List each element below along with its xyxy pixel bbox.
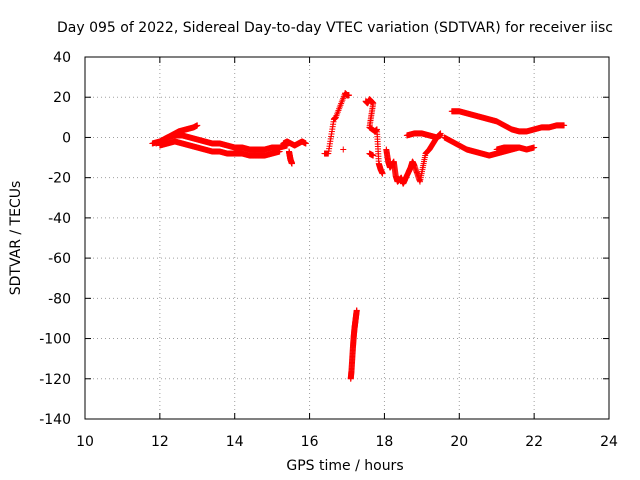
data-point: [437, 130, 444, 137]
data-point: [345, 92, 352, 99]
x-tick-label: 24: [600, 434, 618, 450]
y-tick-label: 0: [62, 130, 71, 146]
x-axis-title: GPS time / hours: [286, 458, 403, 474]
x-tick-label: 14: [226, 434, 244, 450]
y-tick-label: -60: [48, 251, 71, 267]
x-tick-labels: 10 12 14 16 18 20 22 24: [76, 434, 618, 450]
x-tick-label: 16: [301, 434, 319, 450]
plot-frame: [84, 56, 610, 420]
grid-lines: [85, 57, 609, 419]
x-tick-label: 10: [76, 434, 94, 450]
y-tick-label: -140: [39, 412, 71, 428]
data-points: [149, 90, 568, 382]
chart-title: Day 095 of 2022, Sidereal Day-to-day VTE…: [57, 20, 613, 36]
y-tick-label: -100: [39, 332, 71, 348]
data-point: [302, 140, 309, 147]
data-point: [340, 146, 347, 153]
data-point: [276, 148, 283, 155]
y-tick-label: -20: [48, 171, 71, 187]
x-tick-label: 22: [525, 434, 543, 450]
y-tick-label: 40: [53, 50, 71, 66]
x-tick-label: 20: [450, 434, 468, 450]
data-point: [288, 160, 295, 167]
y-tick-label: -120: [39, 372, 71, 388]
y-axis-title: SDTVAR / TECUs: [8, 181, 24, 296]
data-point: [353, 307, 360, 314]
y-tick-label: -40: [48, 211, 71, 227]
data-point: [370, 152, 377, 159]
x-tick-label: 18: [376, 434, 394, 450]
data-point: [194, 122, 201, 129]
data-point: [561, 122, 568, 129]
data-point: [379, 170, 386, 177]
x-tick-label: 12: [151, 434, 169, 450]
y-tick-label: -80: [48, 291, 71, 307]
data-point: [531, 144, 538, 151]
axis-ticks: [84, 56, 610, 420]
y-tick-labels: -140 -120 -100 -80 -60 -40 -20 0 20 40: [39, 50, 71, 428]
y-tick-label: 20: [53, 90, 71, 106]
